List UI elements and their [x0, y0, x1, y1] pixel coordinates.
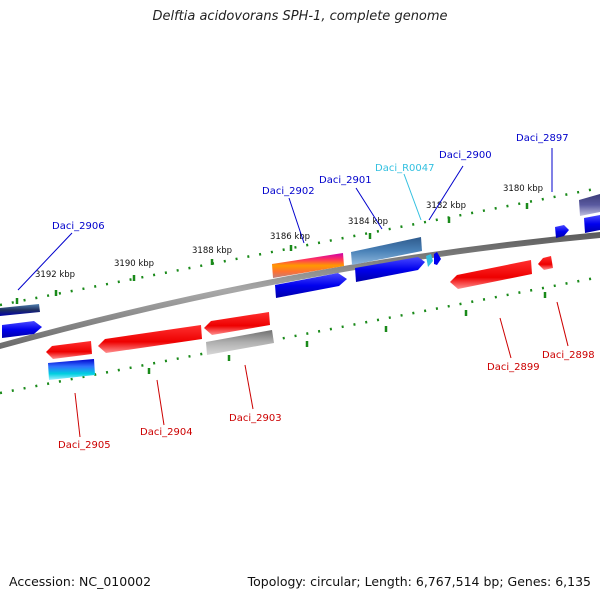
gene-feature-2903[interactable]	[204, 312, 270, 335]
scale-label-3192: 3192 kbp	[35, 270, 75, 280]
gene-label-2898[interactable]: Daci_2898	[542, 350, 595, 361]
inner-tick-track	[0, 275, 600, 395]
scale-label-3184: 3184 kbp	[348, 217, 388, 227]
scale-label-3186: 3186 kbp	[270, 232, 310, 242]
gene-label-2897[interactable]: Daci_2897	[516, 133, 569, 144]
scale-label-3182: 3182 kbp	[426, 201, 466, 211]
gene-feature-2899[interactable]	[450, 260, 532, 289]
gene-label-2899[interactable]: Daci_2899	[487, 362, 540, 373]
genome-summary-text: Topology: circular; Length: 6,767,514 bp…	[247, 574, 591, 589]
gene-feature-2904[interactable]	[98, 325, 202, 353]
accession-text: Accession: NC_010002	[9, 574, 152, 589]
genome-backbone	[0, 232, 600, 349]
gene-feature-2900[interactable]	[434, 252, 441, 265]
gene-feature-2905-lower[interactable]	[48, 359, 95, 380]
gene-label-2905[interactable]: Daci_2905	[58, 440, 111, 451]
gene-label-2900[interactable]: Daci_2900	[439, 150, 492, 161]
gene-label-2901[interactable]: Daci_2901	[319, 175, 372, 186]
gene-feature-2906[interactable]	[2, 321, 42, 338]
gene-feature-2898[interactable]	[538, 256, 553, 270]
gene-feature-2901-upper[interactable]	[351, 237, 422, 265]
gene-label-2904[interactable]: Daci_2904	[140, 427, 193, 438]
gene-feature-2902-multi[interactable]	[272, 253, 344, 278]
label-leader-lines	[17, 148, 569, 438]
gene-feature-2897-small[interactable]	[555, 225, 569, 238]
gene-feature-2897-upper[interactable]	[579, 194, 600, 216]
gene-feature-2906-upper[interactable]	[0, 304, 40, 316]
gene-label-2902[interactable]: Daci_2902	[262, 186, 315, 197]
gene-label-2903[interactable]: Daci_2903	[229, 413, 282, 424]
gene-feature-2902[interactable]	[275, 273, 347, 298]
scale-label-3188: 3188 kbp	[192, 246, 232, 256]
scale-label-3190: 3190 kbp	[114, 259, 154, 269]
scale-label-3180: 3180 kbp	[503, 184, 543, 194]
gene-feature-2903-lower[interactable]	[206, 330, 274, 355]
gene-label-2906[interactable]: Daci_2906	[52, 221, 105, 232]
major-ticks	[15, 203, 547, 377]
gene-feature-2905[interactable]	[46, 341, 92, 359]
map-title: Delftia acidovorans SPH-1, complete geno…	[152, 9, 448, 24]
gene-label-R0047[interactable]: Daci_R0047	[375, 163, 435, 174]
gene-feature-2901[interactable]	[355, 257, 425, 282]
gene-feature-2897[interactable]	[584, 215, 600, 233]
rna-feature-R0047[interactable]	[426, 254, 433, 267]
